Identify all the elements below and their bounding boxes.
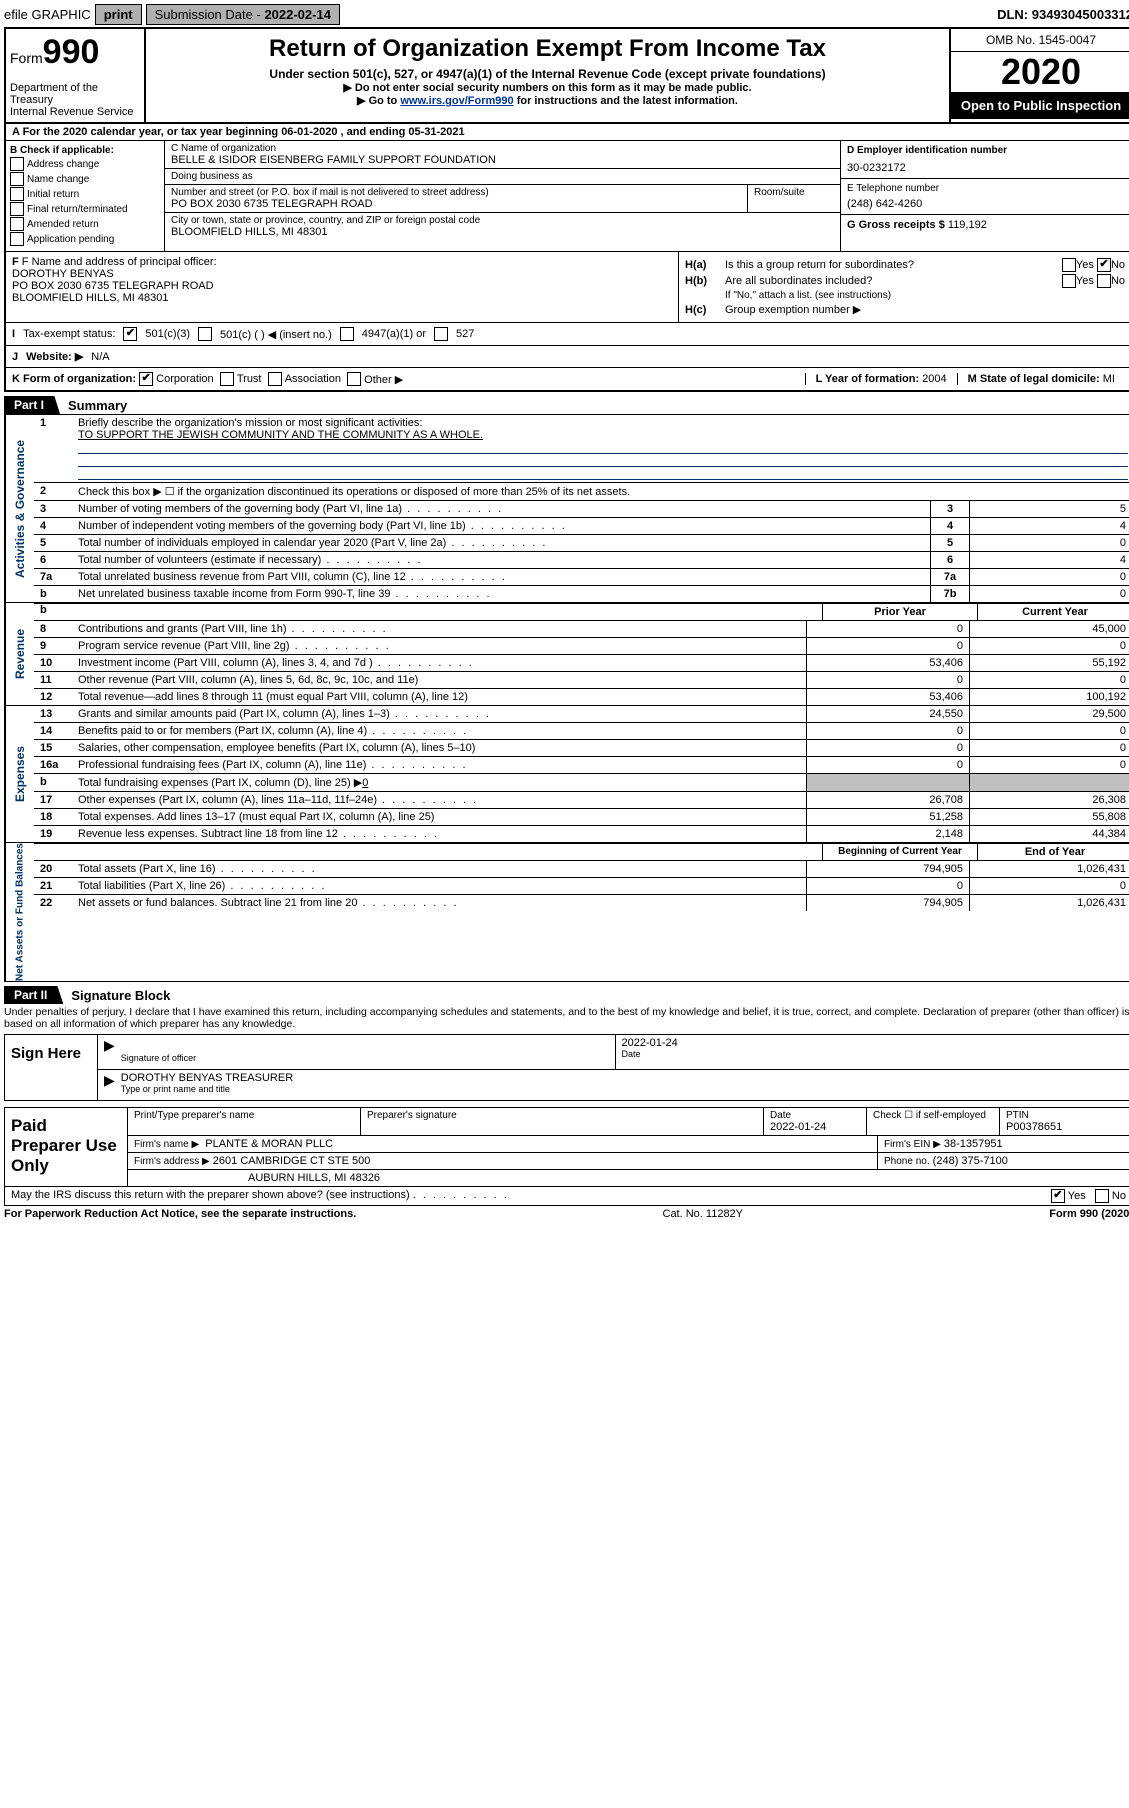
street-address: PO BOX 2030 6735 TELEGRAPH ROAD <box>171 198 741 210</box>
mission-text: TO SUPPORT THE JEWISH COMMUNITY AND THE … <box>78 429 483 441</box>
efile-label: efile GRAPHIC <box>4 7 91 22</box>
sign-date: 2022-01-24 <box>622 1037 1127 1049</box>
chk-other[interactable] <box>347 372 361 386</box>
chk-address-change[interactable] <box>10 157 24 171</box>
chk-association[interactable] <box>268 372 282 386</box>
ha-no[interactable] <box>1097 258 1111 272</box>
chk-trust[interactable] <box>220 372 234 386</box>
sign-here-block: Sign Here ▶ Signature of officer 2022-01… <box>4 1034 1129 1101</box>
row-klm: K Form of organization: Corporation Trus… <box>4 367 1129 392</box>
org-name: BELLE & ISIDOR EISENBERG FAMILY SUPPORT … <box>171 154 834 166</box>
submission-date-box: Submission Date - 2022-02-14 <box>146 4 340 25</box>
chk-amended-return[interactable] <box>10 217 24 231</box>
vtab-net-assets: Net Assets or Fund Balances <box>5 843 34 981</box>
subtitle-1: Under section 501(c), 527, or 4947(a)(1)… <box>154 67 941 81</box>
expenses-section: Expenses 13Grants and similar amounts pa… <box>4 706 1129 843</box>
instructions-link[interactable]: www.irs.gov/Form990 <box>400 95 513 107</box>
l6-val: 4 <box>969 552 1129 568</box>
hb-yes[interactable] <box>1062 274 1076 288</box>
col-c-org-info: C Name of organization BELLE & ISIDOR EI… <box>165 141 841 251</box>
row-a-tax-year: A For the 2020 calendar year, or tax yea… <box>4 124 1129 141</box>
col-de: D Employer identification number 30-0232… <box>841 141 1129 251</box>
state-domicile: MI <box>1103 373 1115 385</box>
firm-name: PLANTE & MORAN PLLC <box>205 1138 333 1150</box>
chk-initial-return[interactable] <box>10 187 24 201</box>
chk-final-return[interactable] <box>10 202 24 216</box>
tax-year: 2020 <box>951 52 1129 92</box>
revenue-section: Revenue bPrior YearCurrent Year 8Contrib… <box>4 603 1129 706</box>
chk-501c[interactable] <box>198 327 212 341</box>
part-i-header: Part I Summary <box>4 396 1129 414</box>
section-fh: F F Name and address of principal office… <box>4 251 1129 322</box>
l7b-val: 0 <box>969 586 1129 602</box>
discuss-no[interactable] <box>1095 1189 1109 1203</box>
vtab-expenses: Expenses <box>5 706 34 842</box>
vtab-governance: Activities & Governance <box>5 415 34 602</box>
chk-application-pending[interactable] <box>10 232 24 246</box>
year-formation: 2004 <box>922 373 946 385</box>
open-to-public: Open to Public Inspection <box>951 92 1129 119</box>
col-b-checkboxes: B Check if applicable: Address change Na… <box>6 141 165 251</box>
chk-501c3[interactable] <box>123 327 137 341</box>
firm-phone: (248) 375-7100 <box>933 1155 1008 1167</box>
l4-val: 4 <box>969 518 1129 534</box>
l5-val: 0 <box>969 535 1129 551</box>
group-return: H(a) Is this a group return for subordin… <box>679 252 1129 322</box>
subtitle-3: ▶ Go to www.irs.gov/Form990 for instruct… <box>154 94 941 107</box>
website-value: N/A <box>91 351 109 363</box>
officer-name: DOROTHY BENYAS TREASURER <box>121 1072 293 1084</box>
hb-no[interactable] <box>1097 274 1111 288</box>
print-button[interactable]: print <box>95 4 142 25</box>
top-bar: efile GRAPHIC print Submission Date - 20… <box>4 4 1129 25</box>
discuss-yes[interactable] <box>1051 1189 1065 1203</box>
city-state-zip: BLOOMFIELD HILLS, MI 48301 <box>171 226 834 238</box>
gross-receipts: 119,192 <box>948 219 987 231</box>
row-j-website: J Website: ▶ N/A <box>4 345 1129 367</box>
l7a-val: 0 <box>969 569 1129 585</box>
section-bcde: B Check if applicable: Address change Na… <box>4 141 1129 251</box>
form-title: Return of Organization Exempt From Incom… <box>154 35 941 63</box>
net-assets-section: Net Assets or Fund Balances Beginning of… <box>4 843 1129 982</box>
form-header-mid: Return of Organization Exempt From Incom… <box>146 29 949 122</box>
form-number: 990 <box>43 33 100 71</box>
vtab-revenue: Revenue <box>5 603 34 705</box>
activities-governance: Activities & Governance 1 Briefly descri… <box>4 414 1129 603</box>
chk-4947[interactable] <box>340 327 354 341</box>
submission-date-value: 2022-02-14 <box>264 7 331 22</box>
paid-preparer-block: Paid Preparer Use Only Print/Type prepar… <box>4 1107 1129 1206</box>
dln: DLN: 93493045003312 <box>997 7 1129 22</box>
chk-527[interactable] <box>434 327 448 341</box>
row-i-tax-status: I Tax-exempt status: 501(c)(3) 501(c) ( … <box>4 322 1129 345</box>
form-word: Form <box>10 50 43 66</box>
form-header-left: Form990 Department of the TreasuryIntern… <box>6 29 146 122</box>
submission-date-label: Submission Date <box>155 7 253 22</box>
subtitle-2: ▶ Do not enter social security numbers o… <box>154 81 941 94</box>
page-footer: For Paperwork Reduction Act Notice, see … <box>4 1208 1129 1220</box>
principal-officer: F F Name and address of principal office… <box>6 252 679 322</box>
l3-val: 5 <box>969 501 1129 517</box>
form-header: Form990 Department of the TreasuryIntern… <box>4 27 1129 124</box>
ein: 30-0232172 <box>847 162 1125 174</box>
form-header-right: OMB No. 1545-0047 2020 Open to Public In… <box>949 29 1129 122</box>
omb-number: OMB No. 1545-0047 <box>951 29 1129 52</box>
firm-ein: 38-1357951 <box>944 1138 1003 1150</box>
phone: (248) 642-4260 <box>847 198 1125 210</box>
chk-corporation[interactable] <box>139 372 153 386</box>
dept-label: Department of the TreasuryInternal Reven… <box>10 82 140 118</box>
ptin: P00378651 <box>1006 1121 1126 1133</box>
chk-name-change[interactable] <box>10 172 24 186</box>
ha-yes[interactable] <box>1062 258 1076 272</box>
perjury-statement: Under penalties of perjury, I declare th… <box>4 1006 1129 1030</box>
part-ii-header: Part II Signature Block <box>4 986 1129 1004</box>
